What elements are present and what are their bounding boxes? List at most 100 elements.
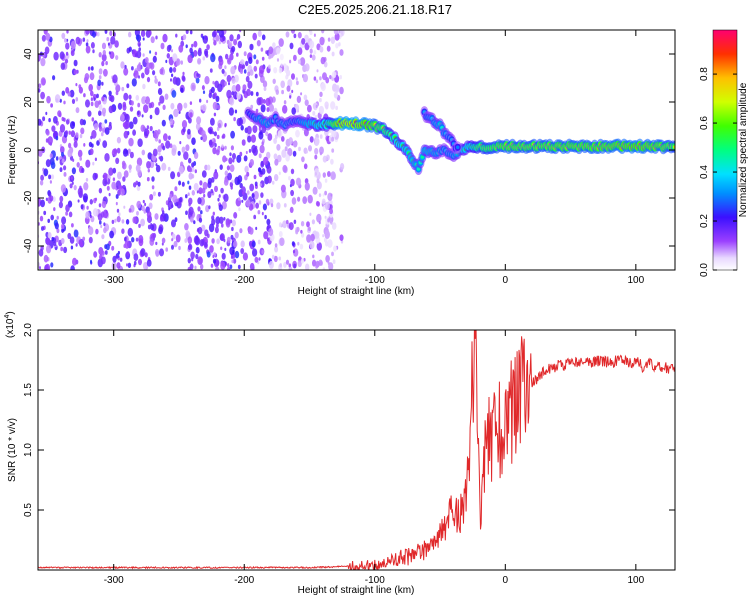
noise-speckle <box>112 255 117 263</box>
noise-speckle <box>104 119 108 124</box>
noise-speckle <box>210 117 215 126</box>
noise-speckle <box>241 64 246 70</box>
noise-speckle <box>85 99 90 108</box>
noise-speckle <box>43 254 49 263</box>
noise-speckle <box>127 227 133 237</box>
noise-speckle <box>185 194 188 199</box>
noise-speckle <box>228 82 230 86</box>
figure-title: C2E5.2025.206.21.18.R17 <box>298 2 452 17</box>
noise-speckle <box>195 246 200 254</box>
colorbar-tick-label: 0.0 <box>699 263 710 277</box>
noise-speckle <box>75 36 81 45</box>
noise-speckle <box>102 140 108 149</box>
noise-speckle <box>133 260 137 266</box>
noise-speckle <box>135 164 141 173</box>
noise-speckle <box>55 156 59 161</box>
noise-speckle <box>154 213 159 220</box>
noise-speckle <box>305 263 310 270</box>
noise-speckle <box>324 101 329 109</box>
noise-speckle <box>247 71 251 77</box>
noise-speckle <box>268 55 271 60</box>
noise-speckle <box>229 164 235 172</box>
colorbar-tick-label: 0.2 <box>699 214 710 228</box>
noise-speckle <box>41 226 44 231</box>
noise-speckle <box>194 265 197 270</box>
y-tick-label: 20 <box>23 96 34 108</box>
noise-speckle <box>253 54 257 60</box>
noise-speckle <box>78 84 82 89</box>
noise-speckle <box>215 216 221 225</box>
noise-speckle <box>188 185 192 190</box>
noise-speckle <box>229 152 232 157</box>
noise-speckle <box>245 60 249 67</box>
colorbar-label: Normalized spectral amplitude <box>738 82 749 217</box>
noise-speckle <box>227 219 231 225</box>
noise-speckle <box>230 130 236 139</box>
noise-speckle <box>319 36 325 46</box>
noise-speckle <box>188 167 193 173</box>
noise-speckle <box>147 224 151 230</box>
noise-speckle <box>193 151 199 159</box>
noise-speckle <box>77 199 80 203</box>
noise-speckle <box>233 212 238 219</box>
snr-multiplier: (x104) <box>4 311 16 338</box>
noise-speckle <box>111 181 117 190</box>
noise-speckle <box>273 67 278 74</box>
noise-speckle <box>92 49 95 54</box>
noise-speckle <box>73 59 78 67</box>
noise-speckle <box>170 171 176 180</box>
noise-speckle <box>230 66 236 75</box>
noise-speckle <box>233 39 238 46</box>
noise-speckle <box>261 56 265 61</box>
noise-speckle <box>83 93 86 98</box>
noise-speckle <box>173 108 179 118</box>
noise-speckle <box>152 70 156 76</box>
noise-speckle <box>272 42 276 49</box>
noise-speckle <box>196 116 202 125</box>
noise-speckle <box>127 262 132 268</box>
noise-speckle <box>280 63 283 67</box>
noise-speckle <box>304 99 309 106</box>
noise-speckle <box>182 76 186 82</box>
noise-speckle <box>162 145 166 151</box>
noise-speckle <box>81 167 85 173</box>
noise-speckle <box>144 202 147 207</box>
noise-speckle <box>127 148 131 154</box>
noise-speckle <box>138 223 141 228</box>
noise-speckle <box>201 187 206 194</box>
noise-speckle <box>283 261 287 268</box>
noise-speckle <box>266 107 270 113</box>
noise-speckle <box>135 52 138 58</box>
noise-speckle <box>218 194 221 198</box>
noise-speckle <box>68 142 72 149</box>
noise-speckle <box>319 97 322 103</box>
noise-speckle <box>245 199 251 207</box>
noise-speckle <box>279 53 284 61</box>
noise-speckle <box>322 172 326 178</box>
noise-speckle <box>182 71 185 76</box>
noise-speckle <box>98 52 102 58</box>
noise-speckle <box>246 171 250 177</box>
noise-speckle <box>206 44 210 50</box>
noise-speckle <box>295 229 299 235</box>
noise-speckle <box>146 125 150 130</box>
noise-speckle <box>89 199 94 205</box>
noise-speckle <box>159 248 164 257</box>
noise-speckle <box>331 71 337 79</box>
x-tick-label: -200 <box>234 575 254 586</box>
noise-speckle <box>142 37 145 41</box>
noise-speckle <box>220 246 223 251</box>
noise-speckle <box>236 117 242 127</box>
noise-speckle <box>325 241 329 247</box>
noise-speckle <box>171 73 174 78</box>
noise-speckle <box>252 147 258 156</box>
noise-speckle <box>138 62 141 66</box>
noise-speckle <box>257 239 261 245</box>
noise-speckle <box>314 137 320 146</box>
noise-speckle <box>249 43 254 51</box>
noise-speckle <box>120 188 125 196</box>
noise-speckle <box>312 103 317 109</box>
noise-speckle <box>220 187 224 194</box>
noise-speckle <box>314 231 320 239</box>
noise-speckle <box>290 189 294 197</box>
